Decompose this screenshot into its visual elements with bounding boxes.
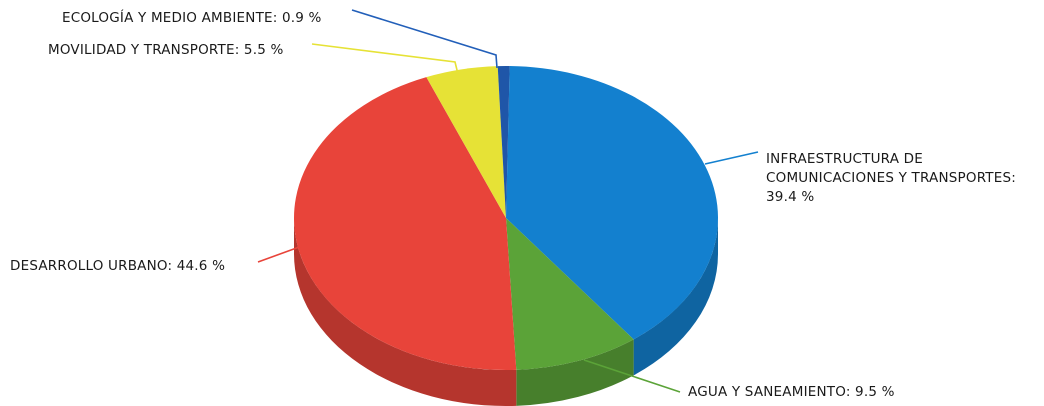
slice-side-agua-y-saneamiento xyxy=(516,339,634,406)
leader-lines xyxy=(257,9,759,393)
label-agua: AGUA Y SANEAMIENTO: 9.5 % xyxy=(688,384,895,400)
label-movilidad: MOVILIDAD Y TRANSPORTE: 5.5 % xyxy=(48,42,284,58)
pie-top xyxy=(294,66,718,371)
label-desarrollo: DESARROLLO URBANO: 44.6 % xyxy=(10,258,225,274)
slice-desarrollo-urbano xyxy=(294,77,517,371)
leader-movilidad xyxy=(311,43,459,75)
leader-infra xyxy=(704,151,759,165)
label-infra-line3: 39.4 % xyxy=(766,189,814,205)
label-ecologia: ECOLOGÍA Y MEDIO AMBIENTE: 0.9 % xyxy=(62,9,322,26)
slice-side-desarrollo-urbano xyxy=(294,218,517,406)
slice-ecologia-y-medio-ambiente xyxy=(497,66,510,218)
leader-desarrollo xyxy=(257,245,303,263)
slice-infraestructura-de-comunicaciones-y-transportes xyxy=(506,66,718,340)
label-infra-line2: COMUNICACIONES Y TRANSPORTES: xyxy=(766,170,1016,186)
slice-agua-y-saneamiento xyxy=(506,218,634,370)
leader-ecologia xyxy=(351,9,498,69)
slice-side-infraestructura-de-comunicaciones-y-transportes xyxy=(633,218,718,376)
slice-movilidad-y-transporte xyxy=(426,66,506,218)
leader-agua xyxy=(583,359,681,393)
pie-sides xyxy=(294,218,718,406)
label-infra-line1: INFRAESTRUCTURA DE xyxy=(766,151,923,167)
